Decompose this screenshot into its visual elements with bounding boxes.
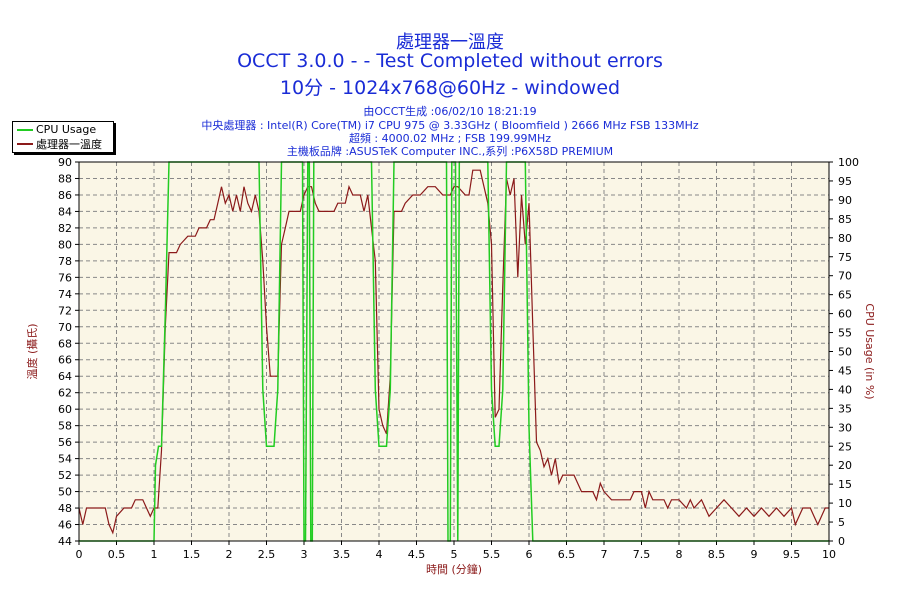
legend-label-cpu-usage: CPU Usage [36, 123, 97, 136]
info-generated: 由OCCT生成 :06/02/10 18:21:19 [363, 105, 537, 118]
y-left-tick-label: 88 [58, 172, 72, 185]
y-left-tick-label: 70 [58, 321, 72, 334]
x-tick-label: 3.5 [333, 548, 351, 561]
y-left-tick-label: 82 [58, 222, 72, 235]
x-tick-label: 3 [301, 548, 308, 561]
series-line-temperature [78, 169, 829, 535]
y-left-tick-label: 62 [58, 387, 72, 400]
chart-title: 處理器一溫度 [396, 32, 504, 53]
y-right-tick-label: 80 [838, 232, 852, 245]
y-right-tick-label: 100 [838, 156, 859, 169]
x-tick-label: 9.5 [783, 548, 801, 561]
x-tick-label: 1 [151, 548, 158, 561]
y-right-tick-label: 50 [838, 346, 852, 359]
x-tick-label: 7 [601, 548, 608, 561]
x-tick-label: 8.5 [708, 548, 726, 561]
y-left-tick-label: 90 [58, 156, 72, 169]
y-left-tick-label: 84 [58, 205, 72, 218]
info-motherboard: 主機板品牌 :ASUSTeK Computer INC.,系列 :P6X58D … [286, 145, 614, 158]
y-right-tick-label: 55 [838, 327, 852, 340]
y-left-tick-label: 48 [58, 502, 72, 515]
y-right-tick-label: 65 [838, 289, 852, 302]
legend-label-temperature: 處理器一溫度 [36, 137, 102, 151]
y-left-tick-label: 86 [58, 189, 72, 202]
y-right-tick-label: 35 [838, 402, 852, 415]
x-tick-label: 10 [822, 548, 836, 561]
y-right-tick-label: 15 [838, 478, 852, 491]
y-left-tick-label: 50 [58, 486, 72, 499]
y-left-tick-label: 52 [58, 469, 72, 482]
x-axis-label: 時間 (分鐘) [426, 562, 482, 576]
legend-item-temperature: 處理器一溫度 [17, 137, 102, 151]
x-tick-label: 7.5 [633, 548, 651, 561]
chart-subtitle-test: OCCT 3.0.0 - - Test Completed without er… [237, 50, 663, 72]
y-left-tick-label: 80 [58, 238, 72, 251]
x-tick-label: 2 [226, 548, 233, 561]
y-right-tick-label: 45 [838, 364, 852, 377]
y-left-tick-label: 76 [58, 271, 72, 284]
legend-swatch-temperature [17, 142, 33, 145]
y-right-axis-label: CPU Usage (in %) [863, 303, 876, 399]
y-left-tick-label: 74 [58, 288, 72, 301]
y-left-tick-label: 68 [58, 337, 72, 350]
y-right-tick-label: 70 [838, 270, 852, 283]
x-tick-label: 4 [376, 548, 383, 561]
y-left-axis-label: 溫度 (攝氏) [25, 323, 39, 379]
y-left-tick-label: 54 [58, 453, 72, 466]
y-right-tick-label: 5 [838, 516, 845, 529]
y-right-tick-label: 75 [838, 251, 852, 264]
y-right-tick-label: 60 [838, 308, 852, 321]
x-tick-label: 4.5 [408, 548, 426, 561]
y-right-tick-label: 25 [838, 440, 852, 453]
x-tick-label: 8 [676, 548, 683, 561]
y-right-tick-label: 0 [838, 535, 845, 548]
x-tick-label: 6.5 [558, 548, 576, 561]
chart-subtitle-settings: 10分 - 1024x768@60Hz - windowed [279, 77, 621, 99]
x-tick-label: 5 [451, 548, 458, 561]
y-right-tick-label: 10 [838, 497, 852, 510]
x-tick-label: 2.5 [258, 548, 276, 561]
y-left-tick-label: 64 [58, 370, 72, 383]
y-right-tick-label: 95 [838, 175, 852, 188]
x-tick-label: 0.5 [108, 548, 126, 561]
legend-item-cpu-usage: CPU Usage [17, 123, 96, 136]
y-left-tick-label: 46 [58, 519, 72, 532]
y-left-tick-label: 60 [58, 403, 72, 416]
info-frequency: 超頻 : 4000.02 MHz ; FSB 199.99MHz [348, 132, 552, 145]
y-right-tick-label: 85 [838, 213, 852, 226]
x-tick-label: 6 [526, 548, 533, 561]
info-cpu: 中央處理器 : Intel(R) Core(TM) i7 CPU 975 @ 3… [201, 119, 699, 132]
x-tick-label: 9 [751, 548, 758, 561]
y-left-tick-label: 58 [58, 420, 72, 433]
y-right-tick-label: 40 [838, 383, 852, 396]
plot-frame [78, 161, 830, 542]
y-right-tick-label: 30 [838, 421, 852, 434]
x-tick-label: 0 [76, 548, 83, 561]
chart-legend: CPU Usage 處理器一溫度 [12, 121, 114, 153]
y-right-tick-label: 20 [838, 459, 852, 472]
y-left-tick-label: 66 [58, 354, 72, 367]
legend-swatch-cpu-usage [17, 128, 33, 131]
y-left-tick-label: 56 [58, 436, 72, 449]
y-left-tick-label: 44 [58, 535, 72, 548]
x-tick-label: 5.5 [483, 548, 501, 561]
y-left-tick-label: 78 [58, 255, 72, 268]
y-left-tick-label: 72 [58, 304, 72, 317]
y-right-tick-label: 90 [838, 194, 852, 207]
x-tick-label: 1.5 [183, 548, 201, 561]
